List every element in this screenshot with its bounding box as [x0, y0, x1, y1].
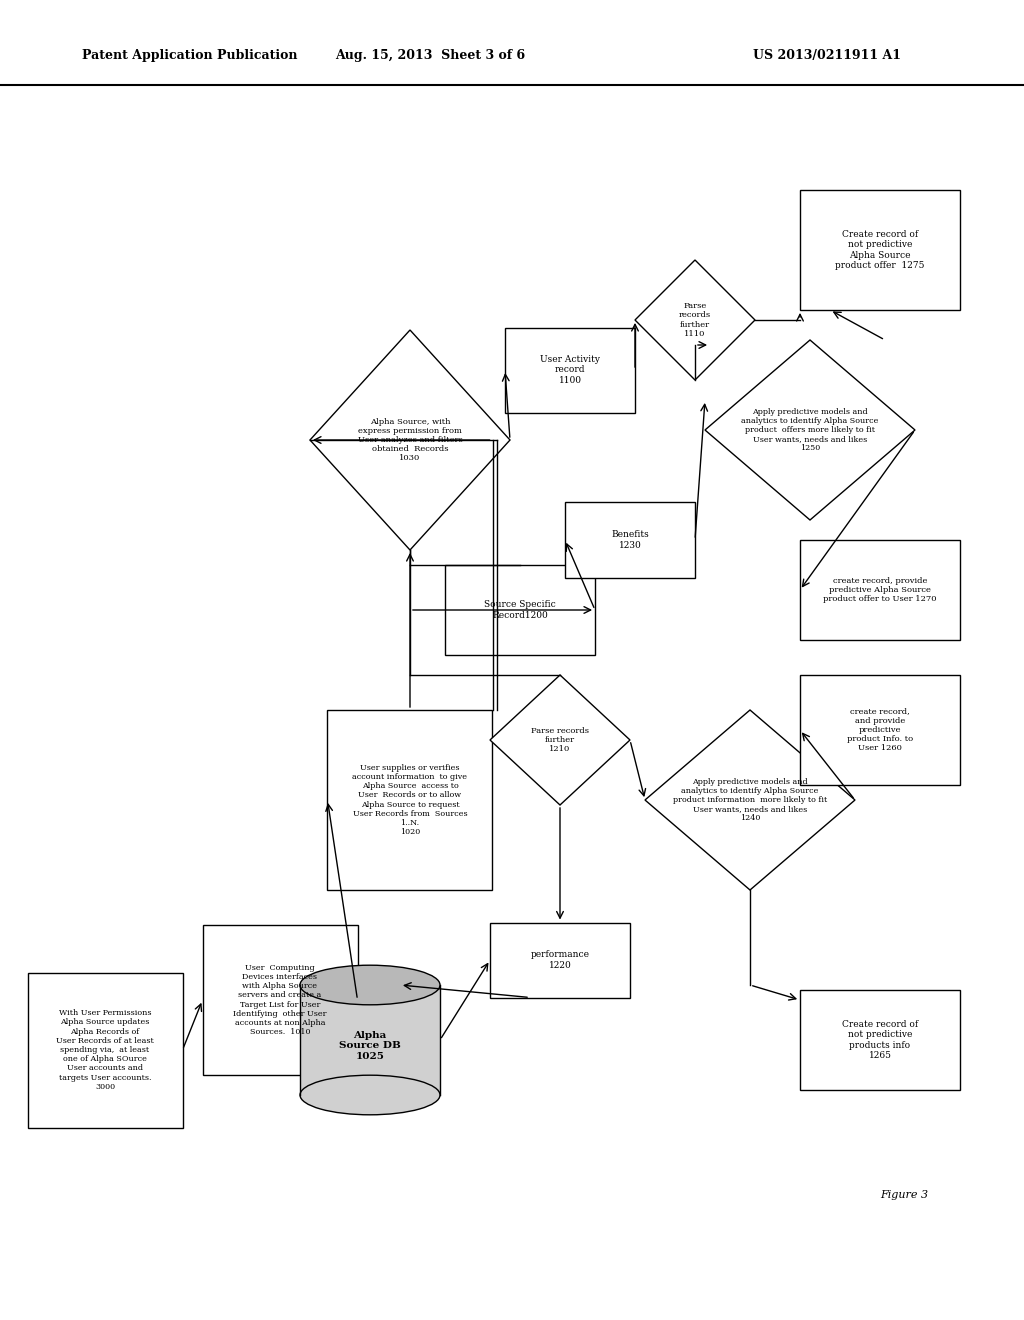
Bar	[800, 675, 961, 785]
Polygon shape	[645, 710, 855, 890]
Text: US 2013/0211911 A1: US 2013/0211911 A1	[753, 49, 901, 62]
Text: Apply predictive models and
analytics to identify Alpha Source
product  offers m: Apply predictive models and analytics to…	[741, 408, 879, 453]
Bar	[565, 503, 695, 578]
Polygon shape	[310, 330, 510, 550]
Text: User Activity
record
1100: User Activity record 1100	[540, 355, 600, 385]
Bar	[328, 710, 493, 890]
Text: Benefits
1230: Benefits 1230	[611, 531, 649, 549]
Bar	[28, 973, 182, 1127]
Text: Patent Application Publication: Patent Application Publication	[82, 49, 297, 62]
Polygon shape	[705, 341, 915, 520]
Polygon shape	[490, 675, 630, 805]
Ellipse shape	[300, 1076, 440, 1115]
Text: create record, provide
predictive Alpha Source
product offer to User 1270: create record, provide predictive Alpha …	[823, 577, 937, 603]
Bar	[800, 190, 961, 310]
Text: Alpha Source, with
express permission from
User analyzes and filters
obtained  R: Alpha Source, with express permission fr…	[357, 417, 463, 462]
Bar	[490, 923, 630, 998]
Text: Parse
records
further
1110: Parse records further 1110	[679, 302, 711, 338]
Text: Parse records
further
1210: Parse records further 1210	[531, 727, 589, 754]
Bar	[203, 925, 357, 1074]
Ellipse shape	[300, 965, 440, 1005]
Text: Create record of
not predictive
Alpha Source
product offer  1275: Create record of not predictive Alpha So…	[836, 230, 925, 271]
Text: Create record of
not predictive
products info
1265: Create record of not predictive products…	[842, 1020, 919, 1060]
Text: User  Computing
Devices interfaces
with Alpha Source
servers and create a
Target: User Computing Devices interfaces with A…	[233, 964, 327, 1036]
Text: Aug. 15, 2013  Sheet 3 of 6: Aug. 15, 2013 Sheet 3 of 6	[335, 49, 525, 62]
Bar	[800, 540, 961, 640]
Bar	[300, 985, 440, 1096]
Polygon shape	[635, 260, 755, 380]
Text: create record,
and provide
predictive
product Info. to
User 1260: create record, and provide predictive pr…	[847, 708, 913, 752]
Text: With User Permissions
Alpha Source updates
Alpha Records of
User Records of at l: With User Permissions Alpha Source updat…	[56, 1010, 154, 1090]
Text: Alpha
Source DB
1025: Alpha Source DB 1025	[339, 1031, 401, 1061]
Text: Figure 3: Figure 3	[880, 1191, 928, 1200]
Bar	[800, 990, 961, 1090]
Bar	[445, 565, 595, 655]
Bar	[505, 327, 635, 413]
Text: User supplies or verifies
account information  to give
Alpha Source  access to
U: User supplies or verifies account inform…	[352, 764, 468, 836]
Text: Source Specific
Record1200: Source Specific Record1200	[484, 601, 556, 619]
Text: performance
1220: performance 1220	[530, 950, 590, 970]
Text: Apply predictive models and
analytics to identify Alpha Source
product informati: Apply predictive models and analytics to…	[673, 777, 827, 822]
